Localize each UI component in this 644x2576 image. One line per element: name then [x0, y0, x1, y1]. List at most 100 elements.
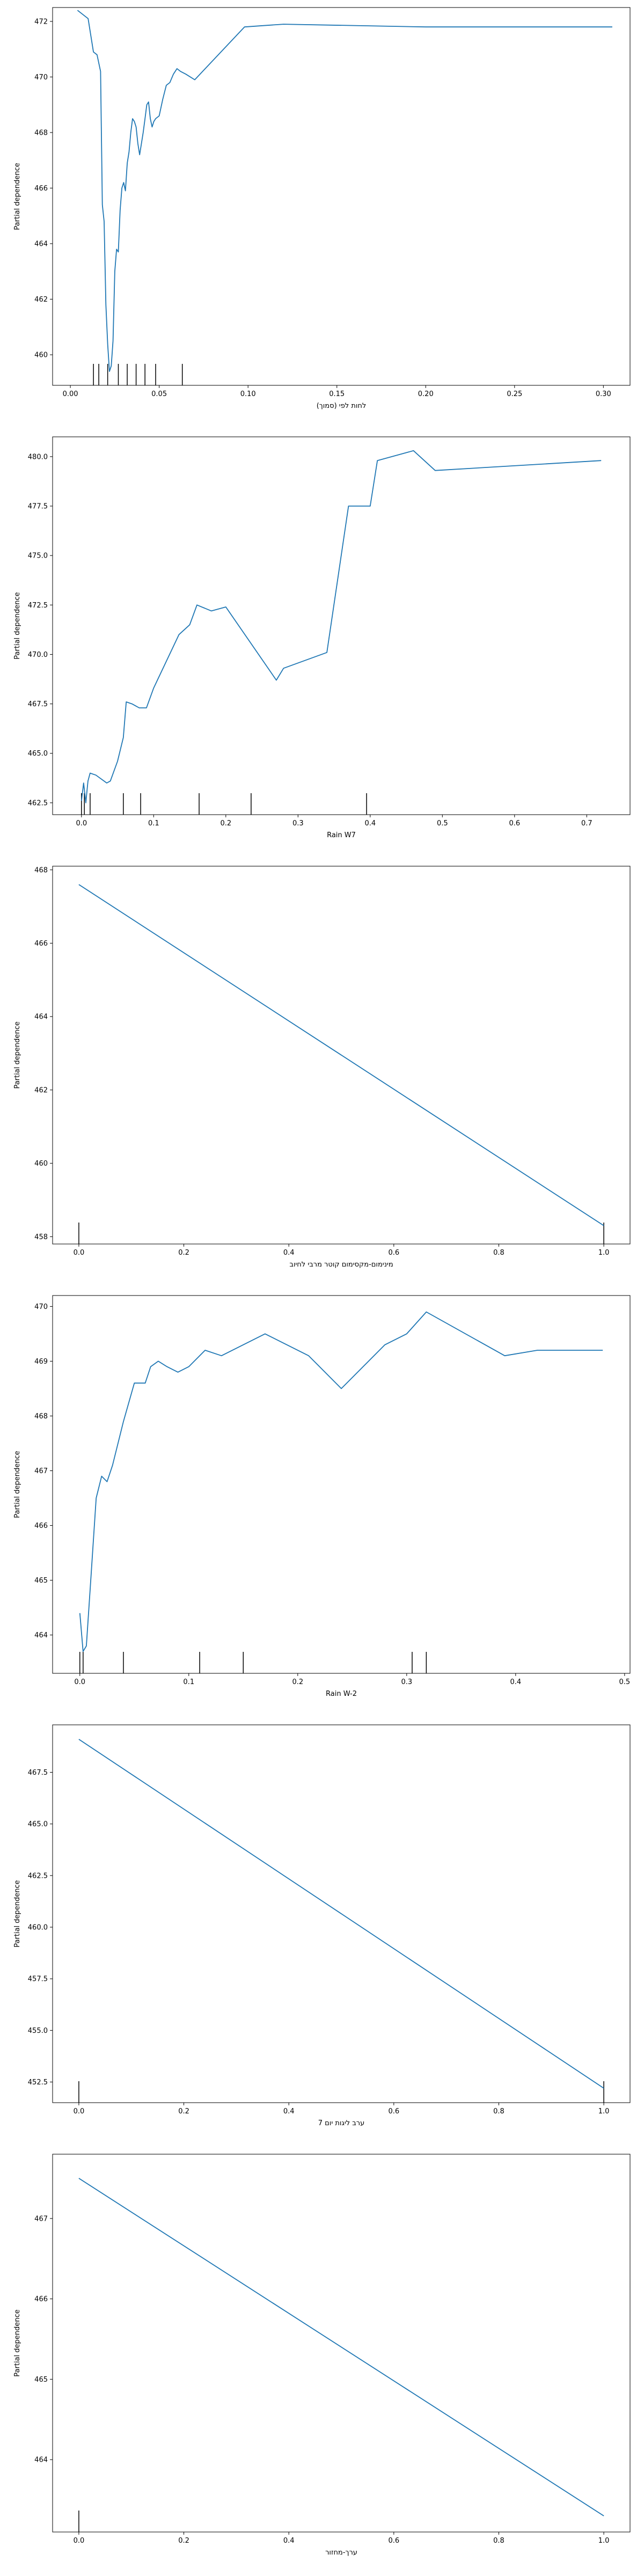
x-tick-label: 0.6: [388, 1249, 399, 1257]
y-tick-label: 464: [34, 240, 48, 248]
y-tick-label: 467: [34, 1467, 48, 1475]
x-tick-label: 0.0: [74, 2107, 85, 2116]
y-tick-label: 465: [34, 2376, 48, 2384]
plot-frame: [52, 1295, 631, 1674]
pdp-line: [78, 1739, 604, 2089]
y-tick-label: 465.0: [28, 750, 48, 758]
x-tick-label: 1.0: [598, 1249, 610, 1257]
y-tick-label: 466: [34, 1522, 48, 1530]
y-tick-label: 464: [34, 2456, 48, 2464]
y-tick-label: 468: [34, 866, 48, 874]
x-axis-label: ערך-מחזור: [325, 2549, 357, 2557]
y-tick-label: 455.0: [28, 2027, 48, 2035]
y-tick-label: 458: [34, 1233, 48, 1241]
y-tick-label: 467.5: [28, 700, 48, 708]
y-tick-label: 480.0: [28, 453, 48, 461]
pdp-line: [79, 1311, 603, 1652]
x-tick-label: 0.0: [74, 1678, 85, 1686]
pdp-panel-3: 0.0 0.2 0.4 0.6 0.8 1.0 458 460 462 464 466 468 מיני…: [13, 866, 631, 1269]
y-tick-label: 468: [34, 1413, 48, 1421]
y-tick-label: 462: [34, 296, 48, 304]
x-tick-label: 0.6: [388, 2537, 399, 2545]
x-tick-label: 0.4: [283, 2107, 295, 2116]
x-axis-label: (סמוך) לחות לפי: [317, 402, 367, 410]
pdp-line: [80, 450, 602, 803]
x-tick-label: 0.6: [388, 2107, 399, 2116]
x-tick-label: 0.20: [418, 390, 434, 398]
x-axis-label: ערב ליגות יום 7: [318, 2119, 364, 2127]
x-tick-label: 0.0: [74, 2537, 85, 2545]
y-tick-label: 467: [34, 2215, 48, 2223]
pdp-panel-2: 0.0 0.1 0.2 0.3 0.4 0.5 0.6 0.7 462.5 465.0 467.5 4…: [13, 436, 631, 839]
x-tick-label: 1.0: [598, 2537, 610, 2545]
plot-frame: [52, 7, 631, 386]
x-axis-label: Rain W7: [327, 831, 356, 839]
x-tick-label: 0.1: [148, 819, 159, 828]
x-tick-label: 0.10: [240, 390, 256, 398]
plot-frame: [52, 2154, 631, 2533]
x-tick-label: 0.2: [220, 819, 231, 828]
y-axis-label: Partial dependence: [13, 592, 21, 659]
x-tick-label: 0.2: [178, 1249, 189, 1257]
plot-frame: [52, 436, 631, 815]
y-tick-label: 467.5: [28, 1769, 48, 1777]
y-tick-label: 460.0: [28, 1924, 48, 1932]
x-tick-label: 0.4: [283, 1249, 295, 1257]
x-tick-label: 0.25: [507, 390, 522, 398]
x-tick-label: 0.8: [493, 1249, 504, 1257]
pdp-panel-6: 0.0 0.2 0.4 0.6 0.8 1.0 464 465 466 467 ערך-מחזור P…: [13, 2154, 631, 2557]
y-tick-label: 464: [34, 1013, 48, 1021]
x-tick-label: 0.8: [493, 2107, 504, 2116]
y-tick-label: 469: [34, 1358, 48, 1366]
y-tick-label: 462.5: [28, 799, 48, 807]
x-tick-label: 0.5: [437, 819, 448, 828]
y-axis-label: Partial dependence: [13, 2309, 21, 2376]
y-tick-label: 460: [34, 352, 48, 360]
y-tick-label: 466: [34, 2295, 48, 2303]
y-tick-label: 470.0: [28, 651, 48, 659]
y-tick-label: 457.5: [28, 1975, 48, 1984]
y-tick-label: 472.5: [28, 602, 48, 610]
pdp-panel-1: 0.00 0.05 0.10 0.15 0.20 0.25 0.30 460 462 464 466…: [13, 7, 631, 410]
y-tick-label: 462: [34, 1086, 48, 1094]
y-tick-label: 466: [34, 940, 48, 948]
y-tick-label: 466: [34, 185, 48, 193]
y-tick-label: 465.0: [28, 1820, 48, 1828]
y-tick-label: 452.5: [28, 2079, 48, 2087]
x-tick-label: 0.7: [581, 819, 592, 828]
x-tick-label: 0.05: [151, 390, 167, 398]
y-axis-label: Partial dependence: [13, 1880, 21, 1947]
x-tick-label: 0.4: [510, 1678, 521, 1686]
x-tick-label: 0.2: [178, 2537, 189, 2545]
y-tick-label: 462.5: [28, 1872, 48, 1880]
y-tick-label: 470: [34, 74, 48, 82]
x-tick-label: 0.4: [283, 2537, 295, 2545]
x-tick-label: 0.00: [63, 390, 78, 398]
x-tick-label: 0.8: [493, 2537, 504, 2545]
y-tick-label: 475.0: [28, 552, 48, 560]
y-tick-label: 460: [34, 1160, 48, 1168]
y-tick-label: 477.5: [28, 503, 48, 511]
y-tick-label: 465: [34, 1577, 48, 1585]
y-axis-label: Partial dependence: [13, 1451, 21, 1518]
x-axis-label: Rain W-2: [326, 1690, 357, 1698]
pdp-panel-5: 0.0 0.2 0.4 0.6 0.8 1.0 452.5 455.0 457.5 460.0 46…: [13, 1724, 631, 2127]
pdp-line: [77, 10, 612, 372]
y-axis-label: Partial dependence: [13, 163, 21, 230]
x-tick-label: 0.15: [329, 390, 345, 398]
x-tick-label: 0.2: [292, 1678, 303, 1686]
y-tick-label: 468: [34, 129, 48, 137]
x-tick-label: 0.1: [183, 1678, 194, 1686]
plot-frame: [52, 1724, 631, 2103]
pdp-line: [78, 884, 604, 1226]
x-tick-label: 0.3: [292, 819, 304, 828]
pdp-line: [78, 2178, 604, 2516]
x-axis-label: מינימום-מקסימום קוטר מרבי לחיוב: [289, 1261, 393, 1269]
x-tick-label: 0.0: [74, 1249, 85, 1257]
x-tick-label: 0.3: [401, 1678, 412, 1686]
x-tick-label: 0.4: [364, 819, 376, 828]
y-tick-label: 464: [34, 1631, 48, 1640]
pdp-panel-4: 0.0 0.1 0.2 0.3 0.4 0.5 464 465 466 467 468 469 470 R…: [13, 1295, 631, 1698]
x-tick-label: 0.5: [619, 1678, 631, 1686]
plot-frame: [52, 866, 631, 1245]
